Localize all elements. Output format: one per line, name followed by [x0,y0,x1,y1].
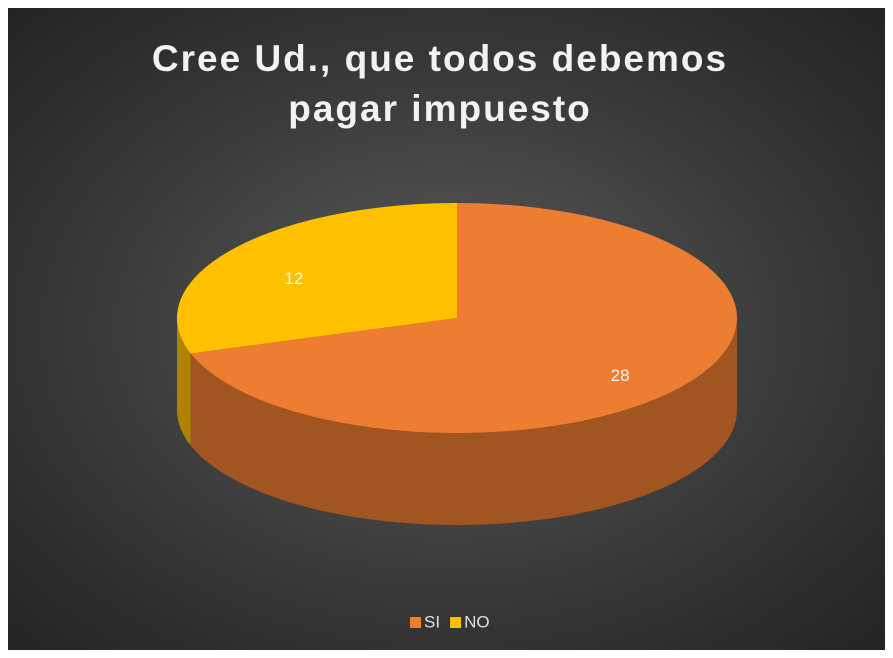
legend-swatch [450,617,462,628]
legend-label: NO [464,612,490,631]
slice-side [177,318,191,446]
chart-title: Cree Ud., que todos debemos pagar impues… [151,38,729,129]
legend-swatch [410,617,421,628]
slice-side [190,318,737,525]
data-label: 12 [284,269,303,288]
legend-label: SI [424,612,440,631]
data-label: 28 [611,366,630,385]
slice [190,203,737,433]
slice [177,203,457,354]
